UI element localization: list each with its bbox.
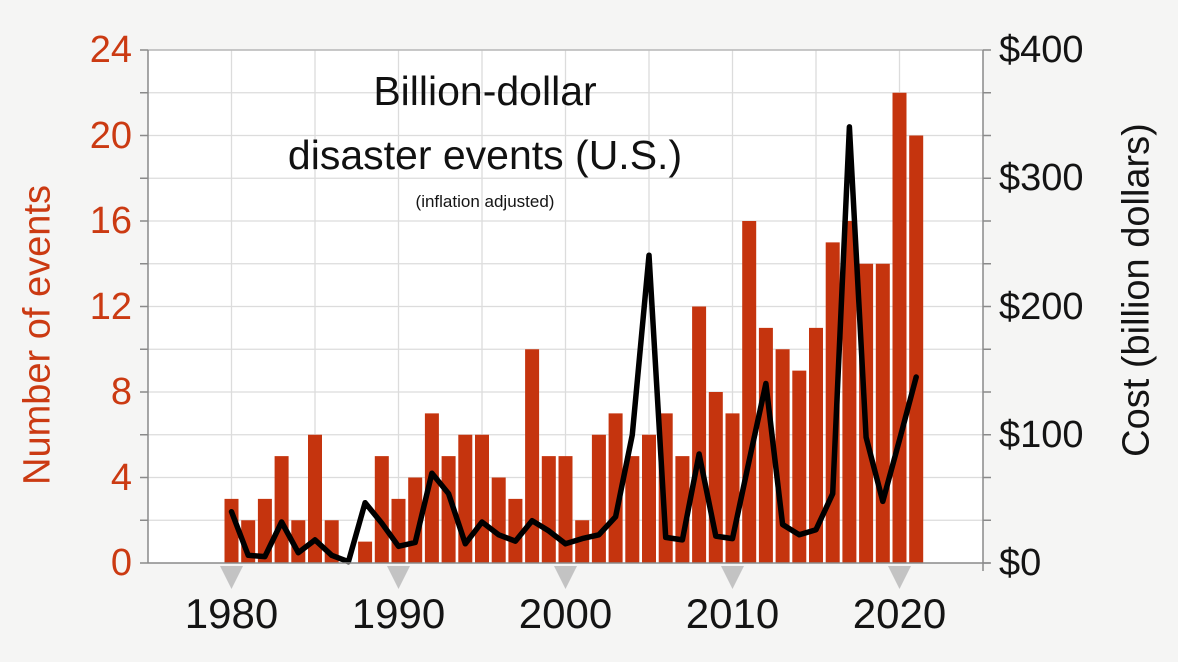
right-tick-$300: $300 [999,157,1084,200]
bar-1988 [358,541,373,563]
bar-2020 [892,92,907,563]
x-tick-1990: 1990 [351,590,446,637]
left-tick-24: 24 [89,29,132,71]
right-tick-$400: $400 [999,29,1084,71]
bar-2000 [558,456,573,563]
bar-1998 [525,349,540,563]
right-tick-$100: $100 [999,413,1084,456]
bar-1985 [308,434,322,563]
left-tick-12: 12 [89,285,132,328]
bar-1993 [441,456,456,563]
cost-line [228,124,919,565]
bar-2011 [742,221,757,563]
bar-2019 [875,263,890,563]
bar-2001 [575,520,590,563]
bar-2012 [758,327,773,563]
decade-marker-2020 [888,566,911,589]
bar-1983 [274,456,289,563]
bar-1997 [508,498,523,563]
bar-2004 [625,456,640,563]
bar-1992 [424,413,439,563]
left-tick-4: 4 [110,456,132,499]
bar-2013 [775,349,790,563]
bar-1996 [491,477,506,563]
bar-1995 [475,434,489,563]
bar-2014 [792,370,807,563]
right-tick-$0: $0 [999,542,1042,584]
bar-2008 [692,306,707,563]
decade-marker-1990 [387,566,410,589]
x-tick-1980: 1980 [184,590,279,637]
left-tick-16: 16 [89,200,132,242]
bar-2021 [909,135,924,563]
left-tick-20: 20 [89,114,132,157]
decade-marker-2010 [721,566,744,589]
bar-2002 [591,434,606,563]
x-tick-2020: 2020 [852,590,947,637]
left-tick-8: 8 [110,371,132,413]
x-tick-2010: 2010 [685,590,780,637]
bar-2017 [842,221,857,563]
bar-2003 [608,413,623,563]
bar-1989 [374,456,389,563]
right-tick-$200: $200 [999,285,1084,328]
bar-2016 [825,242,840,563]
bar-1999 [541,456,556,563]
bar-1990 [391,498,406,563]
bar-2005 [642,434,656,563]
decade-marker-2000 [554,566,577,589]
bar-2015 [809,327,823,563]
decade-marker-1980 [220,566,243,589]
x-tick-2000: 2000 [518,590,613,637]
left-tick-0: 0 [110,542,132,584]
